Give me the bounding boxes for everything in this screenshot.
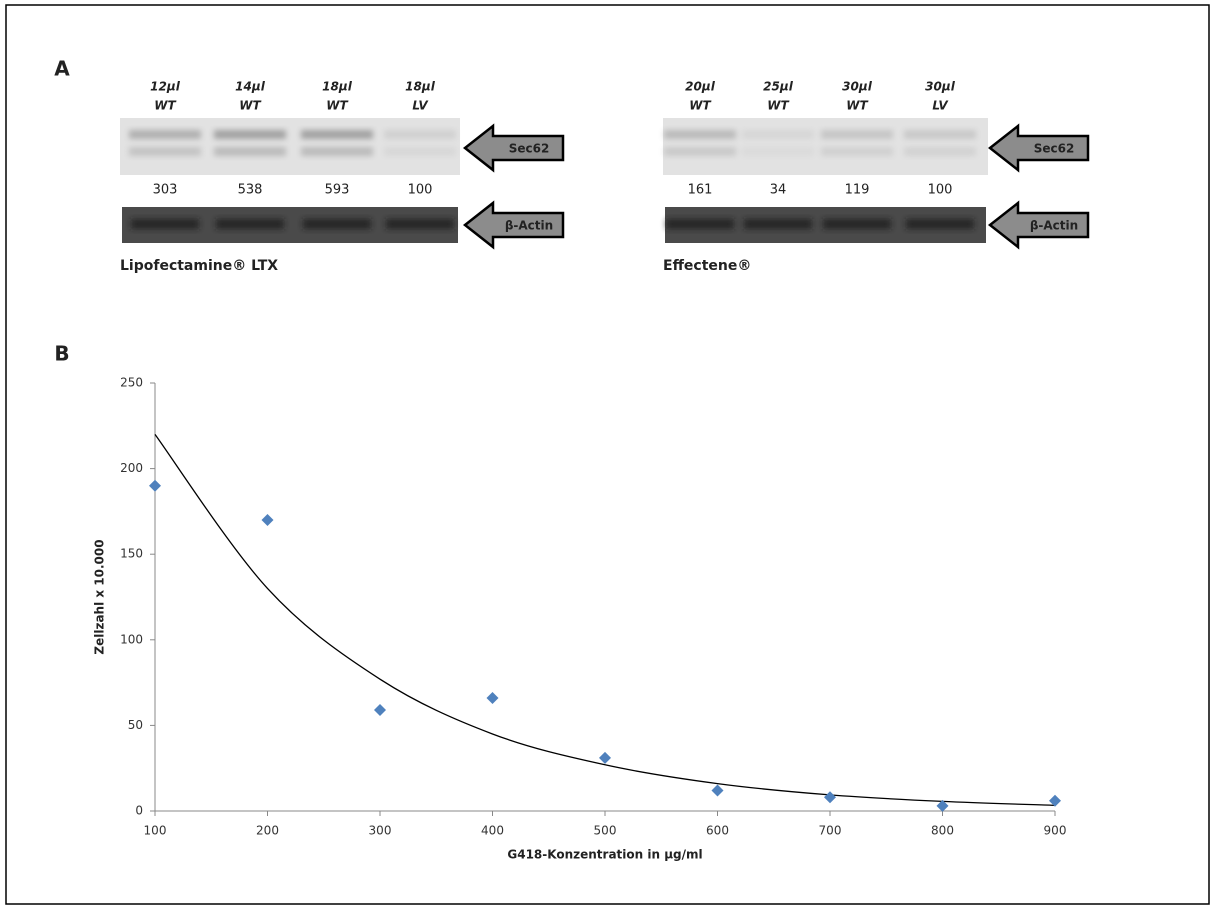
- band: [821, 147, 893, 156]
- panel-label: B: [54, 342, 69, 366]
- x-axis-title: G418-Konzentration in µg/ml: [507, 848, 702, 862]
- x-tick-label: 300: [369, 824, 392, 838]
- y-tick-label: 50: [128, 718, 143, 732]
- y-tick-label: 200: [120, 461, 143, 475]
- band: [664, 147, 736, 156]
- lane-construct: WT: [326, 99, 348, 113]
- lane-construct: WT: [846, 99, 868, 113]
- band: [301, 147, 373, 156]
- band: [823, 219, 891, 229]
- band: [129, 147, 201, 156]
- x-tick-label: 600: [706, 824, 729, 838]
- x-tick-label: 800: [931, 824, 954, 838]
- x-tick-label: 100: [144, 824, 167, 838]
- y-tick-label: 250: [120, 376, 143, 390]
- lane-construct: WT: [239, 99, 261, 113]
- caption: Lipofectamine® LTX: [120, 258, 278, 274]
- figure: A B 12µl WT 303 14µl WT 538 18µl WT 593 18µl LV 100…: [0, 0, 1215, 909]
- arrow-label: Sec62: [509, 142, 550, 156]
- y-tick-label: 150: [120, 547, 143, 561]
- band: [386, 219, 454, 229]
- band: [216, 219, 284, 229]
- lane-volume: 30µl: [842, 80, 873, 94]
- band: [744, 219, 812, 229]
- band: [664, 130, 736, 139]
- band: [904, 147, 976, 156]
- band: [129, 130, 201, 139]
- y-tick-label: 0: [135, 804, 143, 818]
- lane-volume: 12µl: [150, 80, 181, 94]
- arrow-label: β-Actin: [1030, 219, 1078, 233]
- lane-volume: 14µl: [235, 80, 266, 94]
- y-tick-label: 100: [120, 632, 143, 646]
- band: [301, 130, 373, 139]
- band: [384, 130, 456, 139]
- x-tick-label: 900: [1044, 824, 1067, 838]
- x-tick-label: 500: [594, 824, 617, 838]
- lane-volume: 20µl: [685, 80, 716, 94]
- blot-sec62: [120, 118, 460, 175]
- band: [666, 219, 734, 229]
- lane-construct: LV: [412, 99, 429, 113]
- arrow-label: β-Actin: [505, 219, 553, 233]
- band: [214, 130, 286, 139]
- lane-construct: LV: [932, 99, 949, 113]
- lane-volume: 18µl: [405, 80, 436, 94]
- quantification: 593: [325, 183, 350, 198]
- band: [303, 219, 371, 229]
- caption: Effectene®: [663, 258, 751, 274]
- y-axis-title: Zellzahl x 10.000: [93, 539, 107, 654]
- band: [904, 130, 976, 139]
- quantification: 538: [238, 183, 263, 198]
- lane-construct: WT: [767, 99, 789, 113]
- lane-volume: 18µl: [322, 80, 353, 94]
- blot-sec62: [663, 118, 988, 175]
- x-tick-label: 200: [256, 824, 279, 838]
- lane-construct: WT: [689, 99, 711, 113]
- x-tick-label: 700: [819, 824, 842, 838]
- quantification: 100: [408, 183, 433, 198]
- quantification: 161: [688, 183, 713, 198]
- band: [742, 147, 814, 156]
- band: [906, 219, 974, 229]
- band: [214, 147, 286, 156]
- lane-volume: 25µl: [763, 80, 794, 94]
- quantification: 303: [153, 183, 178, 198]
- quantification: 34: [770, 183, 787, 198]
- band: [821, 130, 893, 139]
- band: [742, 130, 814, 139]
- lane-construct: WT: [154, 99, 176, 113]
- quantification: 119: [845, 183, 870, 198]
- arrow-label: Sec62: [1034, 142, 1075, 156]
- band: [384, 147, 456, 156]
- quantification: 100: [928, 183, 953, 198]
- band: [131, 219, 199, 229]
- panel-label: A: [54, 57, 70, 81]
- x-tick-label: 400: [481, 824, 504, 838]
- lane-volume: 30µl: [925, 80, 956, 94]
